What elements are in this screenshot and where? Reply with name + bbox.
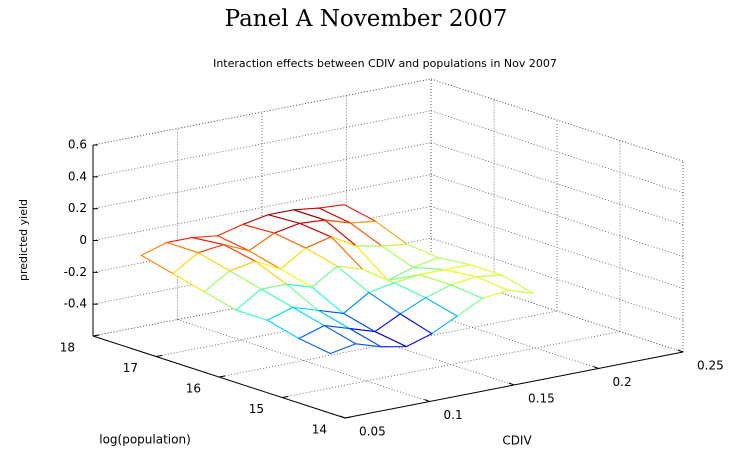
x-tick-label: 0.25: [697, 359, 724, 373]
y-tick-label: 14: [312, 423, 327, 437]
grid-line: [92, 205, 432, 273]
x-tick-label: 0.2: [613, 375, 632, 389]
grid-line: [430, 237, 684, 321]
x-tick: [339, 415, 346, 419]
x-axis-label: CDIV: [502, 434, 532, 448]
grid-line: [177, 319, 430, 402]
y-tick: [155, 355, 163, 357]
grid-line: [218, 310, 558, 378]
y-tick-label: 17: [123, 361, 138, 375]
z-tick-label: -0.2: [64, 265, 87, 279]
grid-line: [92, 142, 432, 210]
x-tick-label: 0.1: [444, 408, 463, 422]
x-tick-label: 0.15: [528, 392, 555, 406]
grid-line: [155, 290, 495, 357]
grid-line: [92, 237, 432, 305]
z-tick-label: 0.6: [68, 138, 87, 152]
y-tick: [281, 396, 289, 398]
z-axis-label: predicted yield: [17, 199, 30, 281]
x-tick: [677, 349, 684, 353]
grid-line: [281, 331, 621, 398]
y-tick: [92, 334, 100, 337]
z-tick-label: -0.4: [64, 297, 87, 311]
grid-line: [92, 174, 432, 241]
y-tick: [218, 375, 226, 378]
grid-line: [92, 78, 432, 146]
x-tick: [508, 382, 515, 386]
y-tick-label: 16: [186, 382, 201, 396]
x-tick-label: 0.05: [359, 425, 386, 439]
chart-title: Interaction effects between CDIV and pop…: [213, 57, 557, 70]
y-axis-label: log(population): [99, 433, 191, 447]
z-tick-label: 0.4: [68, 169, 87, 183]
grid-line: [430, 78, 684, 162]
grid-line: [92, 269, 432, 337]
x-tick: [593, 366, 599, 369]
y-tick: [344, 416, 352, 419]
y-tick-label: 18: [60, 341, 75, 355]
z-tick-label: 0.2: [68, 201, 87, 215]
x-tick: [424, 399, 430, 402]
z-tick-label: 0: [79, 233, 87, 247]
mesh-cell: [297, 324, 358, 355]
grid-line: [430, 174, 684, 257]
y-tick-label: 15: [249, 402, 264, 416]
grid-line: [92, 110, 432, 178]
grid-line: [430, 142, 684, 226]
panel-title: Panel A November 2007: [224, 6, 508, 32]
